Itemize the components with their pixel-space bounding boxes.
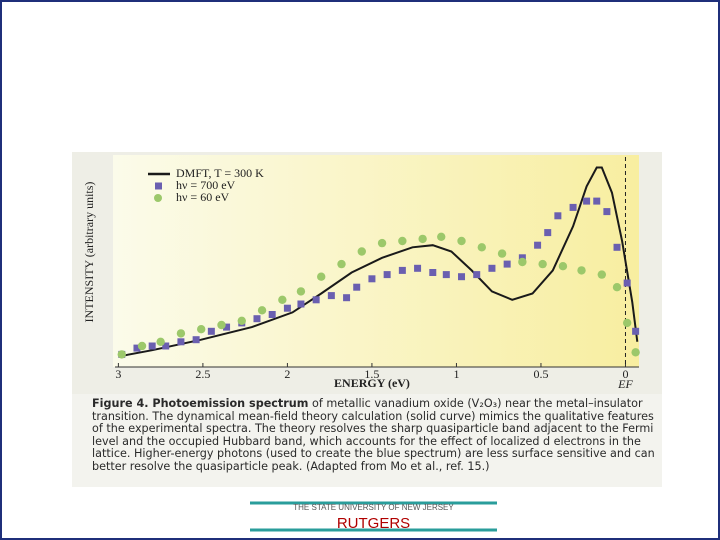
circle-point (357, 247, 366, 256)
dmft-curve (118, 166, 639, 358)
university-label: THE STATE UNIVERSITY OF NEW JERSEY (293, 503, 454, 512)
square-point (442, 271, 450, 279)
caption-panel (72, 394, 662, 487)
x-tick-label: 0.5 (533, 367, 548, 381)
square-point (162, 342, 170, 350)
legend-label: hν = 60 eV (176, 190, 230, 204)
square-point (613, 243, 621, 251)
circle-point (398, 236, 407, 246)
square-point (327, 292, 335, 300)
circle-point (237, 316, 246, 325)
x-tick-label: 3 (115, 367, 121, 381)
legend-swatch (154, 194, 162, 202)
circle-point (156, 337, 165, 346)
x-tick-label: 0 (622, 367, 628, 381)
square-point (632, 327, 640, 335)
x-tick-label: 1.5 (364, 367, 379, 381)
square-point (283, 304, 291, 312)
square-point (312, 296, 320, 304)
x-tick-label: 2.5 (195, 367, 210, 381)
square-point (488, 264, 496, 272)
square-point (177, 338, 185, 346)
circle-point (137, 341, 147, 351)
square-point (223, 323, 231, 331)
circle-point (577, 266, 586, 275)
square-point (253, 315, 261, 323)
circle-point (518, 257, 527, 267)
square-point (473, 271, 481, 279)
square-point (583, 197, 591, 205)
circle-point (622, 318, 632, 328)
square-point (593, 197, 601, 205)
circle-point (612, 283, 622, 292)
square-point (429, 269, 437, 276)
fermi-label: EF (617, 377, 633, 391)
circle-point (197, 325, 206, 334)
caption-bold: Figure 4. Photoemission spectrum (92, 397, 309, 410)
legend-swatch (155, 182, 162, 190)
x-axis-label: ENERGY (eV) (334, 376, 410, 390)
circle-point (437, 232, 446, 241)
square-point (192, 336, 200, 344)
legend-label: hν = 700 eV (176, 178, 236, 192)
square-point (623, 279, 631, 287)
square-point (353, 283, 361, 291)
x-tick-label: 1 (453, 367, 459, 381)
legend-label: DMFT, T = 300 K (176, 166, 264, 180)
square-point (414, 264, 422, 272)
square-point (569, 203, 577, 211)
square-point (268, 311, 276, 318)
circle-point (317, 272, 326, 281)
y-axis-label: INTENSITY (arbitrary units) (82, 182, 96, 323)
square-point (503, 260, 511, 268)
square-point (297, 300, 305, 308)
square-point (368, 275, 376, 283)
circle-point (278, 295, 287, 304)
caption-text: of metallic vanadium oxide (V₂O₃) near t… (92, 397, 655, 473)
caption: Figure 4. Photoemission spectrum of meta… (92, 397, 662, 474)
circle-point (296, 287, 306, 296)
circle-point (217, 320, 226, 330)
circle-point (117, 350, 126, 359)
square-point (207, 327, 215, 335)
university-name: RUTGERS (336, 515, 411, 532)
square-point (458, 273, 466, 281)
circle-point (597, 270, 607, 279)
circle-point (377, 238, 387, 248)
x-tick-label: 2 (284, 367, 290, 381)
square-point (343, 294, 351, 302)
circle-point (558, 262, 568, 271)
circle-point (631, 348, 640, 357)
circle-point (257, 306, 267, 315)
square-point (534, 241, 542, 249)
square-point (148, 342, 156, 350)
circle-point (337, 259, 346, 269)
square-point (398, 266, 406, 274)
circle-point (538, 259, 547, 269)
square-point (554, 212, 562, 220)
circle-point (477, 243, 486, 252)
square-point (544, 229, 552, 237)
square-point (133, 344, 141, 352)
square-point (383, 271, 391, 279)
circle-point (176, 329, 186, 338)
circle-point (418, 234, 427, 244)
square-point (603, 208, 611, 216)
circle-point (497, 249, 507, 258)
circle-point (457, 236, 466, 246)
square-point (518, 254, 526, 262)
